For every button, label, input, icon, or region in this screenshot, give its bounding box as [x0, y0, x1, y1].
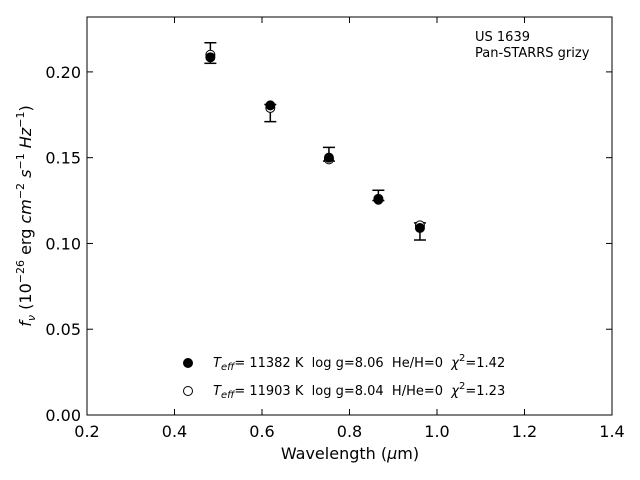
x-tick-label: 1.4 [599, 422, 624, 441]
x-axis-label: Wavelength (μm) [281, 444, 419, 463]
data-point-filled [373, 193, 384, 204]
y-tick-label: 0.20 [45, 63, 81, 82]
legend-entry-2: Teff= 11903 K log g=8.04 H/He=0 χ2=1.23 [213, 381, 505, 401]
y-tick-label: 0.10 [45, 234, 81, 253]
data-point-filled [205, 52, 216, 63]
y-axis-label: fν (10−26 erg cm−2 s−1 Hz−1) [14, 105, 38, 326]
error-bars [204, 41, 426, 241]
data-series [205, 49, 425, 234]
x-tick-label: 0.2 [74, 422, 99, 441]
legend-marker-filled [183, 358, 193, 368]
data-point-filled [265, 100, 276, 111]
y-tick-label: 0.15 [45, 149, 81, 168]
x-tick-label: 1.2 [512, 422, 537, 441]
x-axis-ticks: 0.2 0.4 0.6 0.8 1.0 1.2 1.4 [74, 17, 625, 441]
y-axis-ticks: 0.00 0.05 0.10 0.15 0.20 [45, 63, 612, 425]
x-tick-label: 0.4 [162, 422, 187, 441]
legend-entry-1: Teff= 11382 K log g=8.06 He/H=0 χ2=1.42 [213, 353, 505, 373]
y-tick-label: 0.00 [45, 406, 81, 425]
data-point-filled [323, 152, 334, 163]
legend-marker-open [183, 386, 193, 396]
x-tick-label: 0.8 [337, 422, 362, 441]
legend: Teff= 11382 K log g=8.06 He/H=0 χ2=1.42 … [183, 353, 505, 401]
y-tick-label: 0.05 [45, 320, 81, 339]
annotation-object-name: US 1639 [475, 30, 530, 45]
annotation-survey: Pan-STARRS grizy [475, 46, 590, 61]
data-point-filled [414, 223, 425, 234]
x-tick-label: 1.0 [424, 422, 449, 441]
x-tick-label: 0.6 [249, 422, 274, 441]
